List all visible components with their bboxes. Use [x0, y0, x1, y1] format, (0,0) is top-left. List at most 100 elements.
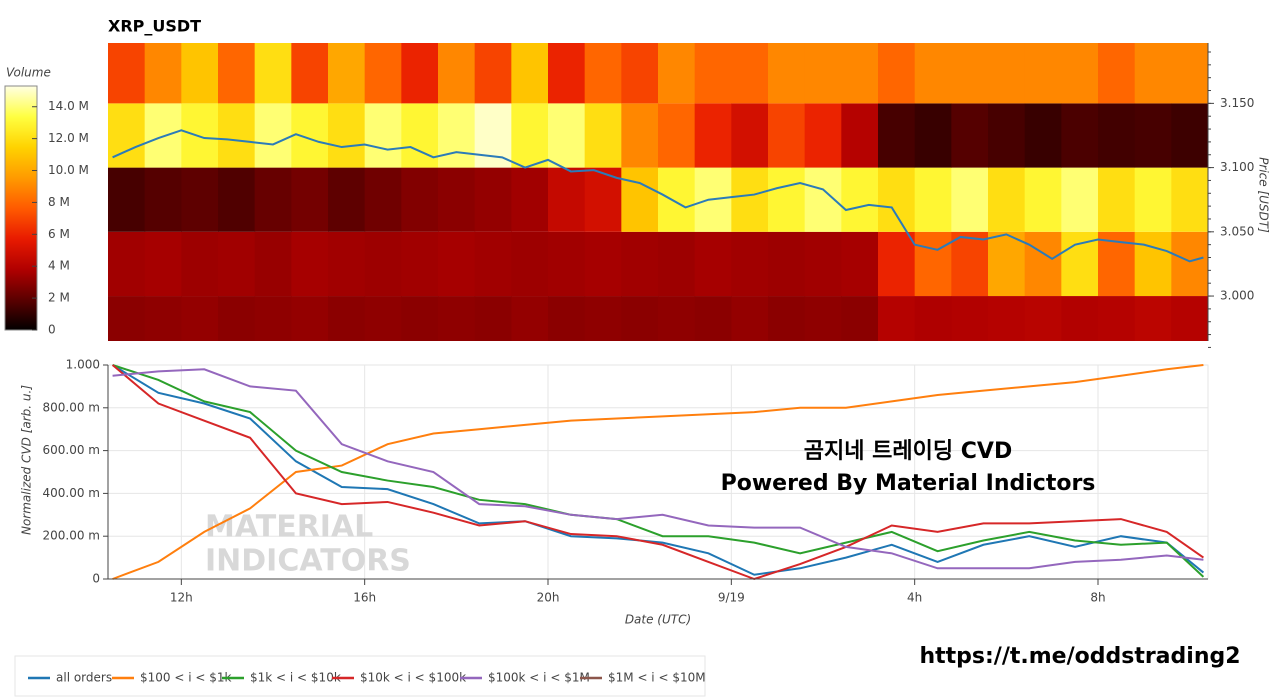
colorbar-step: [5, 296, 37, 299]
y2-tick-label: 3.050: [1220, 224, 1254, 238]
heatmap-cell: [1171, 103, 1208, 168]
colorbar-step: [5, 122, 37, 125]
heatmap-cell: [1134, 167, 1172, 232]
heatmap-cell: [584, 296, 622, 341]
heatmap: [108, 43, 1208, 341]
heatmap-cell: [438, 103, 476, 168]
colorbar-step: [5, 226, 37, 229]
series-line: [112, 368, 1204, 570]
colorbar-step: [5, 168, 37, 171]
heatmap-cell: [694, 231, 732, 297]
colorbar-step: [5, 292, 37, 295]
colorbar-step: [5, 94, 37, 97]
colorbar-tick-label: 8 M: [48, 195, 70, 209]
heatmap-cell: [988, 296, 1026, 341]
colorbar-step: [5, 120, 37, 123]
colorbar-step: [5, 300, 37, 303]
heatmap-cell: [291, 167, 329, 232]
legend-label: all orders: [56, 671, 112, 685]
heatmap-cell: [1098, 43, 1136, 104]
heatmap-cell: [254, 167, 292, 232]
heatmap-cell: [218, 231, 256, 297]
colorbar-step: [5, 140, 37, 143]
heatmap-cell: [841, 231, 879, 297]
y-tick-label: 200.00 m: [43, 529, 101, 543]
heatmap-cell: [731, 43, 769, 104]
colorbar-step: [5, 276, 37, 279]
colorbar-step: [5, 134, 37, 137]
colorbar-step: [5, 216, 37, 219]
legend-label: $100 < i < $1k: [140, 671, 232, 685]
series-line: [112, 364, 1204, 580]
colorbar-step: [5, 290, 37, 293]
heatmap-cell: [548, 43, 586, 104]
heatmap-cell: [254, 296, 292, 341]
heatmap-cell: [1171, 167, 1208, 232]
colorbar-step: [5, 236, 37, 239]
colorbar-step: [5, 142, 37, 145]
colorbar-step: [5, 328, 37, 331]
heatmap-cell: [768, 296, 806, 341]
heatmap-cell: [1024, 167, 1062, 232]
heatmap-cell: [621, 167, 659, 232]
colorbar-step: [5, 304, 37, 307]
colorbar-step: [5, 302, 37, 305]
colorbar-step: [5, 204, 37, 207]
lines: [111, 364, 1205, 581]
heatmap-cell: [108, 43, 146, 104]
colorbar-step: [5, 252, 37, 255]
colorbar-step: [5, 312, 37, 315]
colorbar-step: [5, 170, 37, 173]
heatmap-cell: [1061, 296, 1099, 341]
colorbar-step: [5, 130, 37, 133]
heatmap-cell: [511, 167, 549, 232]
heatmap-cell: [511, 296, 549, 341]
heatmap-cell: [438, 167, 476, 232]
colorbar-step: [5, 232, 37, 235]
heatmap-cell: [658, 43, 696, 104]
colorbar-step: [5, 86, 37, 89]
colorbar-step: [5, 158, 37, 161]
colorbar-tick-label: 2 M: [48, 291, 70, 305]
heatmap-cell: [621, 43, 659, 104]
heatmap-cell: [768, 103, 806, 168]
heatmap-cell: [328, 103, 366, 168]
heatmap-cell: [584, 231, 622, 297]
colorbar-step: [5, 314, 37, 317]
heatmap-cell: [914, 167, 952, 232]
colorbar-step: [5, 250, 37, 253]
colorbar-step: [5, 308, 37, 311]
heatmap-cell: [841, 167, 879, 232]
heatmap-cell: [658, 231, 696, 297]
link[interactable]: https://t.me/oddstrading2: [919, 644, 1240, 669]
heatmap-cell: [1171, 231, 1208, 297]
colorbar-step: [5, 176, 37, 179]
annotation: Powered By Material Indictors: [721, 471, 1096, 496]
colorbar-step: [5, 282, 37, 285]
heatmap-cell: [438, 231, 476, 297]
colorbar-step: [5, 106, 37, 109]
heatmap-cell: [108, 231, 146, 297]
heatmap-cell: [768, 231, 806, 297]
heatmap-cell: [511, 103, 549, 168]
heatmap-cell: [951, 296, 989, 341]
colorbar-tick-label: 14.0 M: [48, 99, 89, 113]
price-line: [112, 129, 1204, 263]
x-tick-label: 12h: [170, 591, 193, 605]
heatmap-cell: [218, 103, 256, 168]
watermark: INDICATORS: [205, 544, 411, 579]
heatmap-cell: [291, 43, 329, 104]
heatmap-cell: [658, 167, 696, 232]
heatmap-cell: [254, 231, 292, 297]
heatmap-cell: [1061, 103, 1099, 168]
legend-label: $1M < i < $10M: [608, 671, 706, 685]
heatmap-cell: [988, 167, 1026, 232]
colorbar-step: [5, 254, 37, 257]
colorbar-step: [5, 270, 37, 273]
colorbar-step: [5, 150, 37, 153]
heatmap-cell: [731, 167, 769, 232]
heatmap-cell: [108, 296, 146, 341]
colorbar-step: [5, 104, 37, 107]
colorbar-step: [5, 194, 37, 197]
